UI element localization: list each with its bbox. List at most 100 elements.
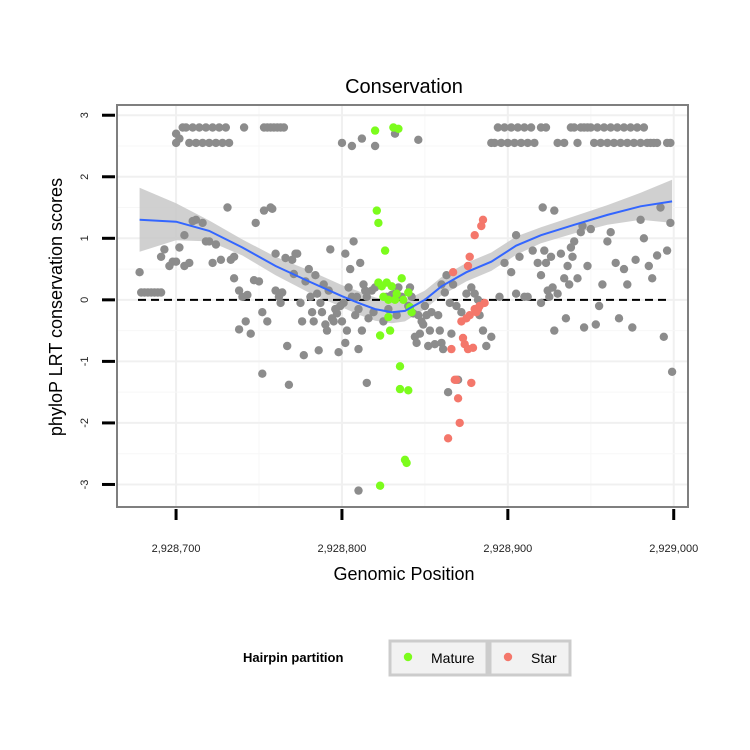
other-point-183 xyxy=(583,261,592,271)
other-point-123 xyxy=(424,341,433,351)
other-point-117 xyxy=(414,311,423,320)
other-point-75 xyxy=(329,317,338,326)
other-point-154 xyxy=(515,252,524,261)
other-point-44 xyxy=(271,249,280,258)
other-point-265 xyxy=(596,138,605,148)
other-point-173 xyxy=(561,314,571,323)
other-point-132 xyxy=(440,288,449,297)
other-point-67 xyxy=(316,298,325,308)
other-point-199 xyxy=(648,274,657,283)
other-point-167 xyxy=(548,283,557,292)
other-point-232 xyxy=(337,138,347,148)
other-point-198 xyxy=(644,261,653,271)
other-point-82 xyxy=(341,249,350,258)
other-point-120 xyxy=(419,320,428,329)
other-point-196 xyxy=(636,215,645,224)
other-point-276 xyxy=(633,123,642,132)
other-point-124 xyxy=(425,326,435,335)
y-axis: -3 -2 -1 0 1 2 3 xyxy=(79,112,115,489)
other-point-7 xyxy=(156,288,166,297)
other-point-73 xyxy=(326,245,335,254)
other-point-12 xyxy=(171,257,181,266)
other-point-195 xyxy=(631,255,640,264)
star-point-11 xyxy=(463,261,473,271)
legend-label-0: Mature xyxy=(431,650,475,666)
other-point-285 xyxy=(354,486,363,495)
other-point-258 xyxy=(573,138,582,148)
other-point-128 xyxy=(435,326,444,335)
other-point-253 xyxy=(541,123,551,132)
other-point-149 xyxy=(495,292,504,301)
other-point-250 xyxy=(526,123,536,132)
other-point-18 xyxy=(191,215,201,224)
other-point-212 xyxy=(188,123,197,132)
other-point-146 xyxy=(478,326,488,335)
other-point-184 xyxy=(586,224,595,234)
other-point-161 xyxy=(538,203,547,212)
other-point-221 xyxy=(218,138,227,148)
other-point-203 xyxy=(662,246,672,255)
star-point-2 xyxy=(448,268,458,277)
other-point-150 xyxy=(500,258,509,268)
other-point-47 xyxy=(276,298,285,308)
mature-point-17 xyxy=(394,124,403,133)
other-point-141 xyxy=(462,289,471,298)
other-point-213 xyxy=(191,138,201,148)
other-point-16 xyxy=(185,258,194,268)
other-point-175 xyxy=(565,280,574,289)
mature-point-12 xyxy=(385,326,395,335)
other-point-186 xyxy=(594,301,604,311)
other-point-34 xyxy=(246,329,255,338)
other-point-197 xyxy=(639,234,649,243)
mature-point-13 xyxy=(387,282,396,291)
other-point-83 xyxy=(341,338,350,348)
other-point-30 xyxy=(234,325,244,334)
other-point-140 xyxy=(457,308,466,317)
other-point-94 xyxy=(357,326,367,335)
other-point-282 xyxy=(652,138,662,148)
legend-key-point-0 xyxy=(403,652,413,662)
other-point-251 xyxy=(530,138,539,148)
other-point-257 xyxy=(570,123,579,132)
other-point-41 xyxy=(263,317,272,326)
star-point-5 xyxy=(453,394,463,403)
other-point-278 xyxy=(639,123,649,132)
other-point-65 xyxy=(312,289,322,298)
other-point-166 xyxy=(546,252,556,261)
other-point-233 xyxy=(347,141,357,151)
other-point-84 xyxy=(342,326,352,335)
other-point-216 xyxy=(201,123,211,132)
x-tick-label-3: 2,929,000 xyxy=(649,543,698,555)
other-point-108 xyxy=(392,311,401,320)
mature-point-11 xyxy=(384,295,393,304)
other-point-80 xyxy=(337,317,347,326)
data-points xyxy=(135,123,677,495)
other-point-222 xyxy=(221,123,230,132)
other-point-254 xyxy=(553,138,562,148)
other-point-246 xyxy=(513,123,522,132)
other-point-29 xyxy=(234,286,244,295)
chart-title: Conservation xyxy=(345,76,463,98)
other-point-121 xyxy=(420,301,430,311)
other-point-92 xyxy=(354,344,363,354)
other-point-211 xyxy=(185,138,194,148)
other-point-13 xyxy=(175,243,184,252)
star-point-23 xyxy=(478,215,488,224)
other-point-57 xyxy=(297,317,307,326)
mature-point-5 xyxy=(375,481,385,490)
mature-point-24 xyxy=(404,386,413,395)
other-point-270 xyxy=(613,123,622,132)
x-axis: 2,928,700 2,928,800 2,928,900 2,929,000 xyxy=(152,509,698,555)
other-point-137 xyxy=(448,280,458,289)
other-point-240 xyxy=(493,123,503,132)
other-point-245 xyxy=(510,138,519,148)
other-point-63 xyxy=(309,317,318,326)
other-point-48 xyxy=(278,288,287,297)
other-point-208 xyxy=(175,134,184,143)
other-point-136 xyxy=(447,329,456,338)
mature-point-8 xyxy=(380,246,390,255)
other-point-23 xyxy=(211,240,221,249)
other-point-133 xyxy=(442,271,451,280)
other-point-116 xyxy=(412,338,421,348)
smooth-line xyxy=(139,200,673,314)
